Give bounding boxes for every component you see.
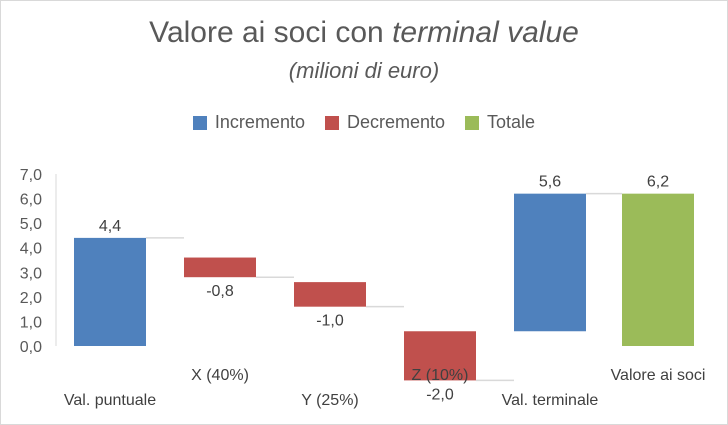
bar-5 bbox=[514, 193, 586, 332]
legend-item-decremento: Decremento bbox=[324, 112, 446, 133]
category-label: X (40%) bbox=[191, 367, 249, 384]
legend-swatch-incremento bbox=[192, 115, 207, 130]
legend-label-decremento: Decremento bbox=[346, 112, 446, 132]
bar-3 bbox=[294, 282, 366, 307]
category-label: Z (10%) bbox=[412, 367, 469, 384]
y-tick-label: 1,0 bbox=[20, 314, 42, 331]
y-tick-label: 4,0 bbox=[20, 241, 42, 258]
data-label: 4,4 bbox=[99, 218, 121, 235]
bar-1 bbox=[74, 237, 146, 346]
category-label: Y (25%) bbox=[301, 392, 359, 409]
legend-swatch-totale bbox=[465, 115, 480, 130]
y-tick-label: 6,0 bbox=[20, 192, 42, 209]
bar-2 bbox=[184, 257, 256, 278]
y-tick-label: 2,0 bbox=[20, 290, 42, 307]
bar-6 bbox=[622, 193, 694, 346]
legend-label-incremento: Incremento bbox=[214, 112, 305, 132]
legend-label-totale: Totale bbox=[487, 112, 536, 132]
legend-item-incremento: Incremento bbox=[192, 112, 305, 133]
legend-swatch-decremento bbox=[324, 115, 339, 130]
y-tick-label: 7,0 bbox=[20, 167, 42, 184]
chart-subtitle: (milioni di euro) bbox=[288, 58, 440, 83]
data-label: 5,6 bbox=[539, 174, 561, 191]
data-label: -1,0 bbox=[316, 313, 344, 330]
category-label: Val. puntuale bbox=[64, 392, 156, 409]
category-label: Valore ai soci bbox=[611, 367, 706, 384]
bar-4 bbox=[404, 331, 476, 381]
y-tick-label: 0,0 bbox=[20, 339, 42, 356]
y-tick-label: 3,0 bbox=[20, 265, 42, 282]
category-label: Val. terminale bbox=[502, 392, 599, 409]
data-label: -0,8 bbox=[206, 283, 234, 300]
chart-title: Valore ai soci con terminal value bbox=[149, 16, 579, 49]
legend-item-totale: Totale bbox=[465, 112, 535, 133]
chart-legend: Incremento Decremento Totale bbox=[0, 112, 728, 133]
data-label: -2,0 bbox=[426, 386, 454, 403]
data-label: 6,2 bbox=[647, 174, 669, 191]
y-tick-label: 5,0 bbox=[20, 216, 42, 233]
